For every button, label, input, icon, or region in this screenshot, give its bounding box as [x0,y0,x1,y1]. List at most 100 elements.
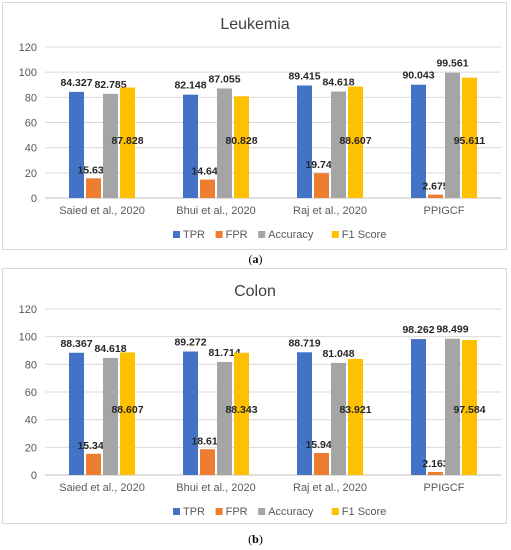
y-tick-label: 60 [25,387,37,399]
bar-accuracy [445,338,460,475]
y-tick-label: 80 [25,359,37,371]
data-label: 83.921 [339,404,371,416]
data-label: 88.343 [225,404,257,416]
bar-accuracy [103,93,118,198]
bar-fpr [86,453,101,475]
bar-accuracy [217,361,232,475]
y-tick-label: 120 [19,304,37,316]
data-label: 89.415 [288,70,320,82]
data-label: 19.749 [305,159,337,171]
bar-tpr [69,352,84,475]
bar-fpr [200,449,215,475]
x-tick-label: Raj et al., 2020 [293,482,367,494]
bar-tpr [297,352,312,475]
y-tick-label: 20 [25,168,37,180]
data-label: 2.163 [422,458,448,470]
bar-fpr [428,194,443,198]
data-label: 87.828 [111,135,143,147]
bar-tpr [69,91,84,198]
data-label: 81.048 [322,348,354,360]
data-label: 81.714 [208,347,240,359]
legend-swatch [258,231,266,238]
bar-f1-score [462,77,477,198]
caption-letter: b [252,532,259,546]
bar-fpr [314,452,329,475]
bar-accuracy [103,357,118,475]
data-label: 80.828 [225,135,257,147]
data-label: 15.341 [77,440,109,452]
caption-open-paren: ( [248,532,253,546]
y-tick-label: 100 [19,67,37,79]
data-label: 84.618 [94,343,126,355]
bar-f1-score [234,96,249,198]
legend-swatch [331,508,339,515]
data-label: 95.611 [454,135,486,147]
y-tick-label: 60 [25,118,37,130]
bar-fpr [86,178,101,198]
leukemia-bar-chart: Leukemia 0 20 40 60 80 100 120 Saied et al., 202… [19,16,501,241]
bar-accuracy [445,72,460,198]
colon-bar-chart: Colon 0 20 40 60 80 100 120 Saied et al., 2020 88… [19,283,501,518]
bar-f1-score [348,86,363,198]
data-label: 18.613 [191,435,223,447]
y-tick-label: 80 [25,92,37,104]
data-label: 82.785 [94,79,126,91]
bar-fpr [200,179,215,198]
y-tick-label: 0 [31,470,37,482]
legend-swatch [215,231,223,238]
data-label: 99.561 [436,58,468,70]
x-tick-label: Saied et al., 2020 [59,205,145,217]
bar-f1-score [462,340,477,475]
chart-panel-leukemia: Leukemia 0 20 40 60 80 100 120 Saied et al., 202… [2,2,507,250]
bar-accuracy [331,362,346,475]
caption-close-paren: ) [258,532,263,546]
data-label: 15.633 [77,164,109,176]
data-label: 88.607 [111,404,143,416]
x-tick-label: PPIGCF [424,482,465,494]
data-label: 88.719 [288,337,320,349]
data-label: 87.055 [208,73,240,85]
data-label: 84.618 [322,77,354,89]
bar-f1-score [120,352,135,475]
bar-f1-score [234,352,249,475]
bar-f1-score [348,358,363,475]
data-label: 82.148 [174,80,206,92]
legend-swatch [173,231,180,238]
legend-label: TPR [183,506,205,518]
data-label: 14.644 [191,166,223,178]
bar-tpr [411,84,426,198]
data-label: 97.584 [453,404,485,416]
caption-close-paren: ) [258,252,263,266]
legend-label: FPR [226,506,248,518]
x-tick-label: Saied et al., 2020 [59,482,145,494]
x-tick-label: Bhui et al., 2020 [176,482,256,494]
legend-swatch [215,508,223,515]
legend-label: F1 Score [342,229,387,241]
x-tick-label: PPIGCF [424,205,465,217]
legend-label: Accuracy [268,229,314,241]
x-tick-label: Raj et al., 2020 [293,205,367,217]
data-label: 98.262 [402,324,434,336]
caption-letter: a [252,252,259,266]
y-tick-label: 40 [25,143,37,155]
bar-accuracy [331,91,346,198]
y-tick-label: 0 [31,193,37,205]
data-label: 15.943 [305,439,337,451]
y-tick-label: 100 [19,332,37,344]
chart-panel-colon: Colon 0 20 40 60 80 100 120 Saied et al., 2020 88… [2,268,507,524]
bar-tpr [183,94,198,198]
legend-label: FPR [226,229,248,241]
legend-label: TPR [183,229,205,241]
legend-label: Accuracy [268,506,314,518]
bar-tpr [411,339,426,475]
figure-caption-a: (a) [0,252,511,267]
legend-label: F1 Score [342,506,387,518]
data-label: 88.367 [60,338,92,350]
legend-swatch [331,231,339,238]
legend-swatch [258,508,266,515]
data-label: 90.043 [402,70,434,82]
bar-tpr [297,85,312,198]
legend-swatch [173,508,180,515]
figure-caption-b: (b) [0,532,511,547]
bar-fpr [428,472,443,475]
